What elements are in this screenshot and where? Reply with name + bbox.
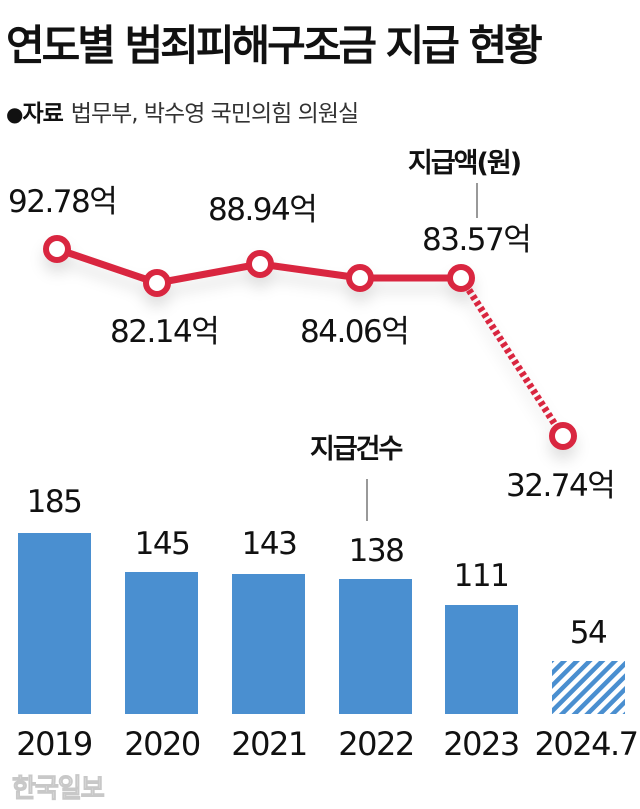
bar-2022 [339,579,412,714]
line-series-label: 지급액(원) [408,148,521,179]
source-label: 자료 [22,101,63,127]
x-axis-label: 2021 [231,725,306,763]
chart-title: 연도별 범죄피해구조금 지급 현황 [6,21,543,70]
bar-2023 [445,605,518,714]
bar-value-label: 111 [454,558,509,594]
bar-value-label: 138 [349,533,404,569]
bar-2019 [18,533,91,714]
line-value-label: 82.14억 [110,314,218,350]
x-axis-label: 2019 [16,725,92,763]
line-value-label: 83.57억 [422,222,530,258]
bar-value-label: 145 [135,526,190,562]
line-point-2023 [447,264,475,292]
line-value-label: 88.94억 [208,192,316,228]
bar-value-label: 54 [570,615,606,651]
bullet-icon: ● [6,102,23,126]
line-point-2021 [246,250,274,278]
bar-2024-7 [552,661,625,714]
line-series [43,235,577,450]
line-value-label: 84.06억 [300,314,408,350]
x-axis-label: 2022 [338,725,413,763]
x-axis-label: 2023 [443,725,518,763]
line-point-2024-7 [549,422,577,450]
line-value-label: 92.78억 [8,184,116,220]
line-point-2019 [43,235,71,263]
line-point-2020 [143,269,171,297]
publisher-logo: 한국일보 [12,774,106,805]
source-line: ●자료 법무부, 박수영 국민의힘 의원실 [6,94,359,128]
x-axis-label: 2024.7 [535,725,638,763]
bar-2020 [125,572,198,714]
line-dashed [466,288,559,428]
bar-value-label: 185 [27,484,82,520]
bar-2021 [232,574,305,714]
x-axis-label: 2020 [124,725,200,763]
line-point-2022 [346,264,374,292]
source-text: 법무부, 박수영 국민의힘 의원실 [70,101,359,127]
bar-series-label: 지급건수 [310,434,403,465]
line-value-label: 32.74억 [506,468,614,504]
bar-value-label: 143 [242,526,297,562]
